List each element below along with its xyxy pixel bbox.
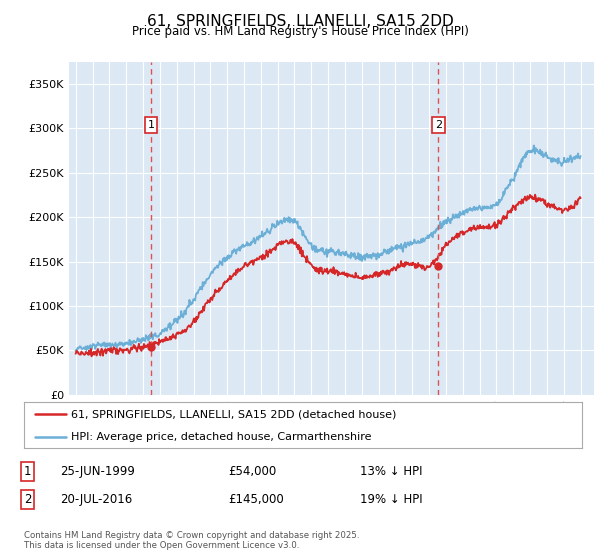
Text: Contains HM Land Registry data © Crown copyright and database right 2025.
This d: Contains HM Land Registry data © Crown c… [24, 531, 359, 550]
Text: 2: 2 [435, 120, 442, 130]
Text: £145,000: £145,000 [228, 493, 284, 506]
Text: 13% ↓ HPI: 13% ↓ HPI [360, 465, 422, 478]
Text: HPI: Average price, detached house, Carmarthenshire: HPI: Average price, detached house, Carm… [71, 432, 372, 441]
Text: 61, SPRINGFIELDS, LLANELLI, SA15 2DD (detached house): 61, SPRINGFIELDS, LLANELLI, SA15 2DD (de… [71, 409, 397, 419]
Text: 1: 1 [148, 120, 155, 130]
Text: 25-JUN-1999: 25-JUN-1999 [60, 465, 135, 478]
Text: £54,000: £54,000 [228, 465, 276, 478]
Text: 1: 1 [24, 465, 32, 478]
Text: 2: 2 [24, 493, 32, 506]
Text: 61, SPRINGFIELDS, LLANELLI, SA15 2DD: 61, SPRINGFIELDS, LLANELLI, SA15 2DD [146, 14, 454, 29]
Text: 19% ↓ HPI: 19% ↓ HPI [360, 493, 422, 506]
Text: 20-JUL-2016: 20-JUL-2016 [60, 493, 132, 506]
Text: Price paid vs. HM Land Registry's House Price Index (HPI): Price paid vs. HM Land Registry's House … [131, 25, 469, 38]
